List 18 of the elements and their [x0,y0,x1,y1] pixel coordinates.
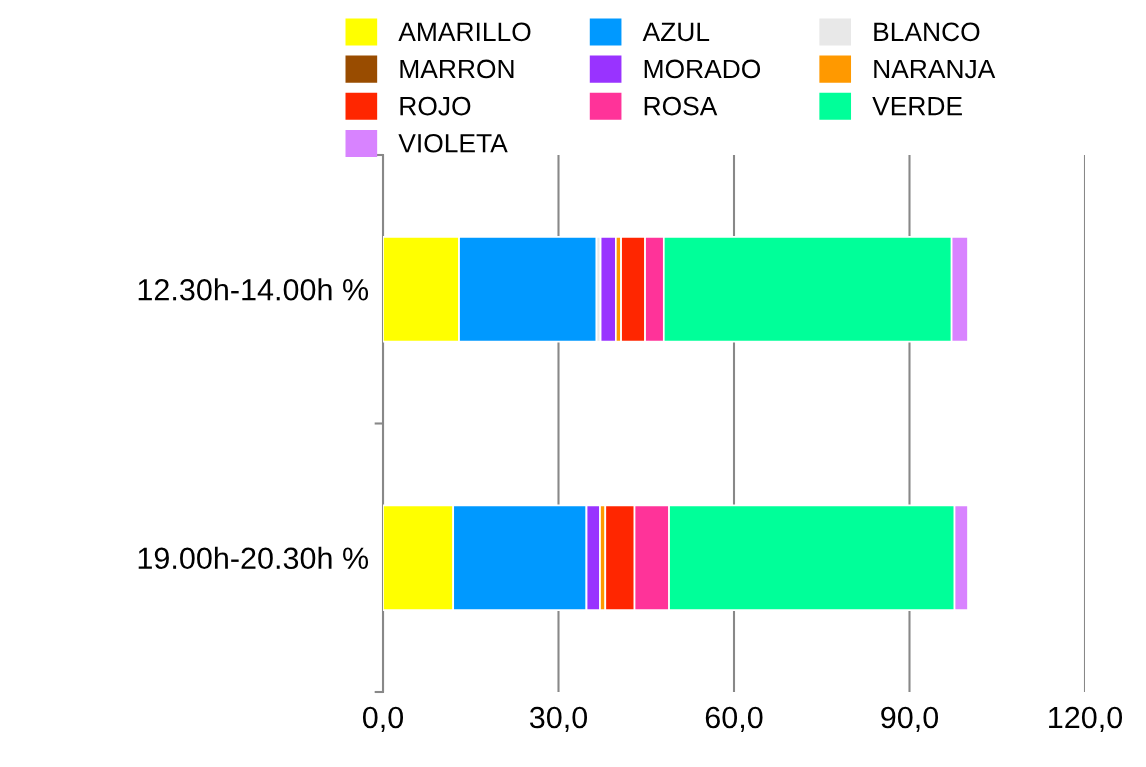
x-tick-label: 0,0 [362,706,404,732]
legend-label: MARRON [400,59,514,79]
legend-label: AZUL [642,22,710,42]
bar [599,236,617,343]
y-tick-label: 19.00h-20.30h % [138,546,369,570]
y-tick-label: 12.30h-14.00h % [138,278,369,301]
legend-label: BLANCO [874,22,980,42]
legend-label: VERDE [872,97,962,116]
legend-label: AMARILLO [398,22,531,42]
legend-label: MORADO [644,59,761,79]
legend-label: VIOLETA [398,133,508,153]
legend-label: ROJO [400,96,471,116]
legend-label: ROSA [644,96,718,116]
legend-label: NARANJA [874,59,996,79]
x-tick-label: 30,0 [529,706,588,732]
x-tick-label: 90,0 [881,706,939,732]
x-tick-label: 60,0 [705,706,763,732]
x-tick-label: 120,0 [1049,706,1123,732]
